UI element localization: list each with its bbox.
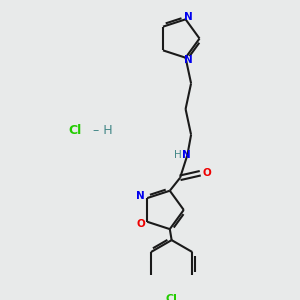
Text: O: O — [136, 219, 145, 229]
Text: H: H — [174, 150, 182, 160]
Text: N: N — [184, 56, 193, 65]
Text: N: N — [182, 150, 191, 160]
Text: N: N — [184, 13, 193, 22]
Text: O: O — [202, 168, 211, 178]
Text: Cl: Cl — [166, 294, 178, 300]
Text: N: N — [136, 191, 145, 201]
Text: – H: – H — [88, 124, 112, 137]
Text: Cl: Cl — [68, 124, 81, 137]
